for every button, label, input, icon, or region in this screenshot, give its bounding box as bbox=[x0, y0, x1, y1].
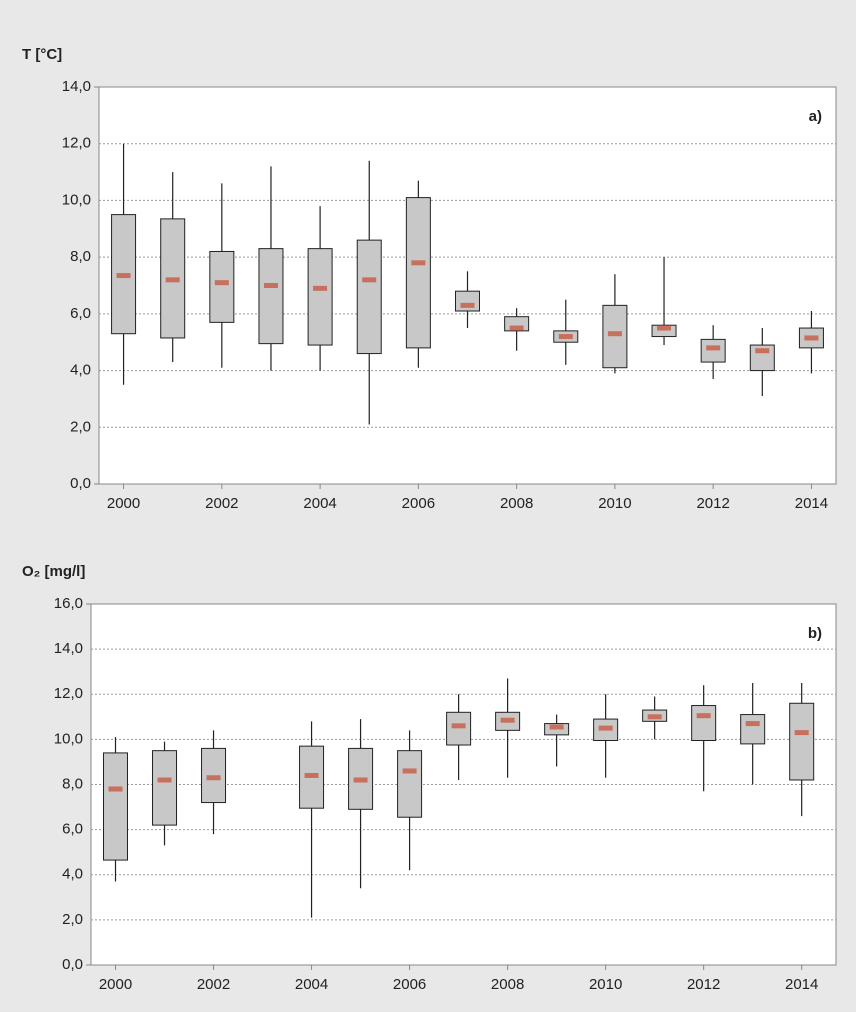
x-tick-label: 2004 bbox=[295, 976, 328, 993]
x-tick-label: 2014 bbox=[795, 495, 828, 512]
y-axis-label: T [°C] bbox=[22, 46, 62, 63]
x-tick-label: 2014 bbox=[785, 976, 818, 993]
median bbox=[509, 325, 524, 331]
y-tick-label: 6,0 bbox=[62, 821, 83, 838]
x-tick-label: 2008 bbox=[500, 495, 533, 512]
y-axis-label: O₂ [mg/l] bbox=[22, 563, 85, 580]
x-tick-label: 2012 bbox=[687, 976, 720, 993]
panel-label: a) bbox=[809, 108, 822, 125]
median bbox=[304, 772, 319, 778]
box bbox=[700, 338, 726, 363]
y-tick-label: 0,0 bbox=[70, 475, 91, 492]
y-tick-label: 6,0 bbox=[70, 305, 91, 322]
median bbox=[755, 348, 770, 354]
median bbox=[657, 325, 672, 331]
x-tick-label: 2000 bbox=[99, 976, 132, 993]
y-tick-label: 16,0 bbox=[54, 595, 83, 612]
median bbox=[460, 302, 475, 308]
box bbox=[356, 239, 382, 355]
x-tick-label: 2012 bbox=[696, 495, 729, 512]
box bbox=[307, 248, 333, 346]
x-tick-label: 2002 bbox=[197, 976, 230, 993]
y-tick-label: 8,0 bbox=[62, 775, 83, 792]
median bbox=[451, 723, 466, 729]
median bbox=[313, 285, 328, 291]
y-tick-label: 14,0 bbox=[54, 640, 83, 657]
median bbox=[108, 786, 123, 792]
median bbox=[647, 714, 662, 720]
median bbox=[214, 280, 229, 286]
median bbox=[804, 335, 819, 341]
box bbox=[152, 750, 178, 826]
median bbox=[794, 730, 809, 736]
box bbox=[740, 714, 766, 745]
x-tick-label: 2010 bbox=[589, 976, 622, 993]
median bbox=[411, 260, 426, 266]
y-tick-label: 10,0 bbox=[54, 730, 83, 747]
median bbox=[206, 775, 221, 781]
y-tick-label: 8,0 bbox=[70, 248, 91, 265]
median bbox=[500, 717, 515, 723]
median bbox=[549, 724, 564, 730]
box bbox=[691, 705, 717, 742]
box bbox=[209, 250, 235, 323]
y-tick-label: 0,0 bbox=[62, 956, 83, 973]
y-tick-label: 14,0 bbox=[62, 78, 91, 95]
y-tick-label: 10,0 bbox=[62, 191, 91, 208]
x-tick-label: 2008 bbox=[491, 976, 524, 993]
box bbox=[446, 711, 472, 746]
box bbox=[651, 324, 677, 338]
x-tick-label: 2006 bbox=[402, 495, 435, 512]
median bbox=[157, 777, 172, 783]
median bbox=[165, 277, 180, 283]
median bbox=[598, 725, 613, 731]
median bbox=[607, 331, 622, 337]
box bbox=[397, 750, 423, 818]
median bbox=[116, 273, 131, 279]
median bbox=[745, 721, 760, 727]
y-tick-label: 2,0 bbox=[70, 418, 91, 435]
box bbox=[103, 752, 129, 861]
box bbox=[258, 248, 284, 345]
box bbox=[405, 197, 431, 349]
median bbox=[696, 713, 711, 719]
x-tick-label: 2000 bbox=[107, 495, 140, 512]
median bbox=[706, 345, 721, 351]
median bbox=[263, 283, 278, 288]
x-tick-label: 2002 bbox=[205, 495, 238, 512]
y-tick-label: 12,0 bbox=[62, 135, 91, 152]
y-tick-label: 2,0 bbox=[62, 911, 83, 928]
x-tick-label: 2010 bbox=[598, 495, 631, 512]
box bbox=[455, 290, 480, 312]
median bbox=[558, 334, 573, 340]
x-tick-label: 2004 bbox=[303, 495, 336, 512]
box bbox=[299, 745, 325, 809]
median bbox=[402, 768, 417, 774]
median bbox=[353, 777, 368, 783]
median bbox=[362, 277, 377, 283]
box bbox=[602, 304, 628, 369]
y-tick-label: 12,0 bbox=[54, 685, 83, 702]
x-tick-label: 2006 bbox=[393, 976, 426, 993]
box bbox=[789, 702, 815, 781]
y-tick-label: 4,0 bbox=[70, 362, 91, 379]
panel-label: b) bbox=[808, 625, 822, 642]
y-tick-label: 4,0 bbox=[62, 866, 83, 883]
